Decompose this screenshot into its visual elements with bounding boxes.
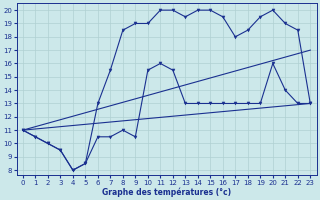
X-axis label: Graphe des températures (°c): Graphe des températures (°c) (102, 187, 231, 197)
